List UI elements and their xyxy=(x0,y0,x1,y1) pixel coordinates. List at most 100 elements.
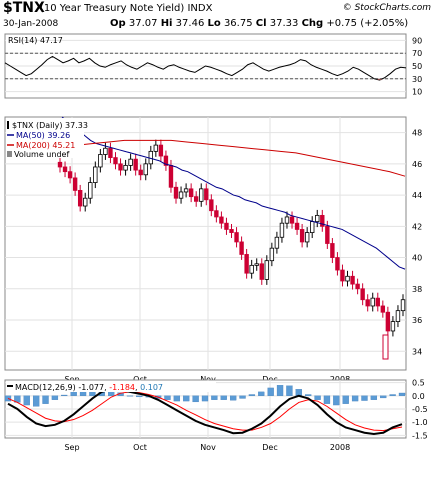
macd-tick-label: -1.0 xyxy=(412,418,428,427)
price-candle-body xyxy=(390,321,396,332)
price-candle-body xyxy=(375,297,380,307)
price-candle-body xyxy=(88,182,93,199)
price-candle-body xyxy=(83,197,88,207)
price-candle-body xyxy=(173,186,179,199)
volume-bar xyxy=(382,334,389,360)
rsi-tick-label: 50 xyxy=(412,62,422,71)
price-candle-body xyxy=(133,158,138,171)
price-candle-body xyxy=(395,310,401,322)
instrument-name-text: (10 Year Treasury Note Yield) xyxy=(40,3,185,14)
price-candle-body xyxy=(168,165,174,188)
price-tick-label: 34 xyxy=(412,347,422,356)
rsi-line xyxy=(4,55,407,81)
price-candle-body xyxy=(178,191,184,199)
macd-histogram-bar xyxy=(183,395,190,402)
price-candle-body xyxy=(123,165,128,171)
macd-histogram-bar xyxy=(201,395,209,402)
macd-histogram-bar xyxy=(32,395,40,407)
price-candle-body xyxy=(239,241,244,255)
macd-histogram-bar xyxy=(4,395,12,402)
macd-histogram-bar xyxy=(276,385,284,396)
macd-histogram-bar xyxy=(248,394,256,396)
open-label: Op xyxy=(110,18,126,29)
rsi-tick-label: 10 xyxy=(412,88,422,97)
price-candle-body xyxy=(335,257,340,271)
price-candle-body xyxy=(269,247,275,262)
price-candle-body xyxy=(138,169,143,176)
rsi-tick-label: 70 xyxy=(412,49,422,58)
price-tick-label: 38 xyxy=(412,285,422,294)
macd-histogram-bar xyxy=(323,395,331,404)
price-candle-body xyxy=(153,144,159,152)
price-candle-body xyxy=(108,147,113,159)
price-candle-body xyxy=(299,229,305,243)
macd-legend-part: MACD(12,26,9) xyxy=(15,383,78,392)
quote-date: 30-Jan-2008 xyxy=(3,19,59,29)
ma50-line xyxy=(61,116,406,270)
macd-histogram-bar xyxy=(23,395,30,406)
price-candle-body xyxy=(163,155,169,166)
exchange-label: INDX xyxy=(187,3,213,14)
rsi-legend: RSI(14) 47.17 xyxy=(8,36,63,45)
price-candle-body xyxy=(370,297,375,307)
price-candle-body xyxy=(274,236,280,249)
macd-legend-bg xyxy=(6,381,216,392)
price-candle-body xyxy=(77,190,83,207)
ma200-line xyxy=(61,139,406,177)
price-candle-body xyxy=(209,199,214,212)
price-candle-body xyxy=(385,311,391,332)
price-candle-body xyxy=(143,163,148,176)
price-candle-body xyxy=(103,147,108,155)
price-candle-body xyxy=(234,232,239,243)
macd-histogram-bar xyxy=(126,395,134,397)
price-legend-bg xyxy=(6,118,84,158)
change-label: Chg xyxy=(301,18,324,29)
price-candle-body xyxy=(315,214,320,223)
rsi-legend-bg xyxy=(6,35,16,44)
macd-histogram-bar xyxy=(42,395,49,404)
volume-legend-icon xyxy=(7,151,12,157)
price-candle-body xyxy=(224,222,229,230)
price-candle-body xyxy=(249,264,254,274)
macd-x-tick-label: Oct xyxy=(133,443,147,452)
price-candle-body xyxy=(113,157,118,165)
price-candle-body xyxy=(158,144,164,157)
macd-tick-label: -1.5 xyxy=(412,431,428,440)
price-candle-body xyxy=(350,275,355,285)
price-candle-body xyxy=(310,221,315,233)
price-candle-body xyxy=(289,216,295,224)
price-candle-body xyxy=(304,232,310,243)
ma200-legend: MA(200) 45.21 xyxy=(16,141,75,150)
macd-histogram-bar xyxy=(258,391,265,396)
macd-histogram-bar xyxy=(136,395,143,398)
price-candle-body xyxy=(320,214,325,227)
site-credit: © StockCharts.com xyxy=(342,3,431,13)
price-candle-body xyxy=(199,188,204,202)
price-candle-body xyxy=(98,154,103,168)
macd-histogram-bar xyxy=(192,395,199,403)
macd-histogram-bar xyxy=(389,394,396,396)
price-candle-body xyxy=(204,188,209,201)
price-candle-body xyxy=(365,299,370,307)
price-candle-body xyxy=(400,299,406,312)
price-tick-label: 42 xyxy=(412,222,422,231)
price-candle-body xyxy=(284,216,290,224)
price-candle-body xyxy=(279,222,285,238)
macd-x-tick-label: Sep xyxy=(64,443,79,452)
close-label: Cl xyxy=(255,18,267,29)
price-candle-body xyxy=(244,254,249,274)
price-tick-label: 40 xyxy=(412,254,422,263)
macd-histogram-bar xyxy=(351,395,359,402)
macd-line xyxy=(7,388,403,436)
macd-histogram-bar xyxy=(239,395,246,399)
low-value: 36.75 xyxy=(223,18,253,29)
price-candle-body xyxy=(72,177,78,191)
price-tick-label: 48 xyxy=(412,129,422,138)
macd-histogram-bar xyxy=(61,394,68,396)
price-candle-body xyxy=(360,288,365,301)
ma50-legend: MA(50) 39.26 xyxy=(16,131,70,140)
price-candle-body xyxy=(214,210,219,218)
price-candle-body xyxy=(57,161,63,168)
macd-legend-part: -1.077 xyxy=(78,383,104,392)
price-legend-title: $TNX (Daily) 37.33 xyxy=(12,121,88,130)
